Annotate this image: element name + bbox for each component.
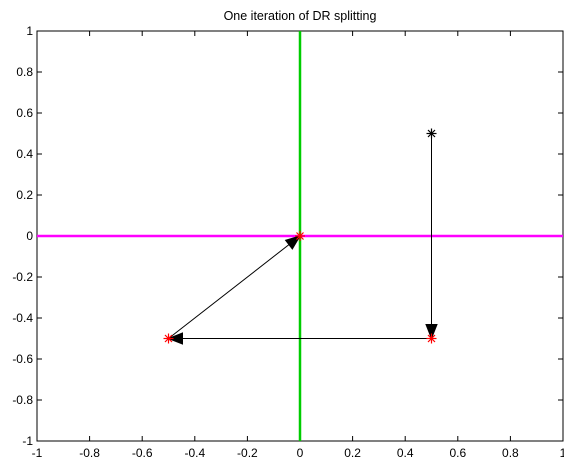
point-marker-2	[426, 333, 437, 344]
y-tick-label: 0.6	[16, 106, 33, 120]
x-tick-label: 0.6	[449, 446, 466, 460]
y-tick-label: -1	[22, 434, 33, 448]
arrow-1-head	[425, 324, 438, 340]
y-tick-label: -0.6	[12, 352, 33, 366]
plot-area: -1 -0.8 -0.6 -0.4 -0.2 0 0.2 0.4 0.6 0.8 1 -1 -0.8 -0…	[12, 24, 564, 460]
x-tick-label: 0.4	[397, 446, 414, 460]
x-tick-label: -0.6	[132, 446, 153, 460]
y-tick-label: -0.8	[12, 393, 33, 407]
x-tick-label: 0.2	[344, 446, 361, 460]
y-tick-label: 1	[26, 24, 33, 38]
arrow-2-head	[167, 332, 183, 345]
x-tick-label: -0.8	[79, 446, 100, 460]
x-tick-label: -0.4	[184, 446, 205, 460]
arrow-3-shaft	[168, 244, 290, 339]
point-marker-4	[295, 231, 305, 241]
chart-title: One iteration of DR splitting	[224, 9, 377, 23]
y-tick-label: 0.2	[16, 188, 33, 202]
y-tick-label: 0.8	[16, 65, 33, 79]
x-tick-label: 0	[297, 446, 304, 460]
x-tick-label: 0.8	[502, 446, 519, 460]
x-tick-label: -1	[32, 446, 43, 460]
x-tick-label: -0.2	[237, 446, 258, 460]
y-tick-label: 0.4	[16, 147, 33, 161]
point-marker-1	[426, 128, 437, 139]
y-tick-label: 0	[26, 229, 33, 243]
point-marker-3	[163, 333, 174, 344]
y-tick-label: -0.4	[12, 311, 33, 325]
y-tick-label: -0.2	[12, 270, 33, 284]
x-tick-label: 1	[560, 446, 564, 460]
